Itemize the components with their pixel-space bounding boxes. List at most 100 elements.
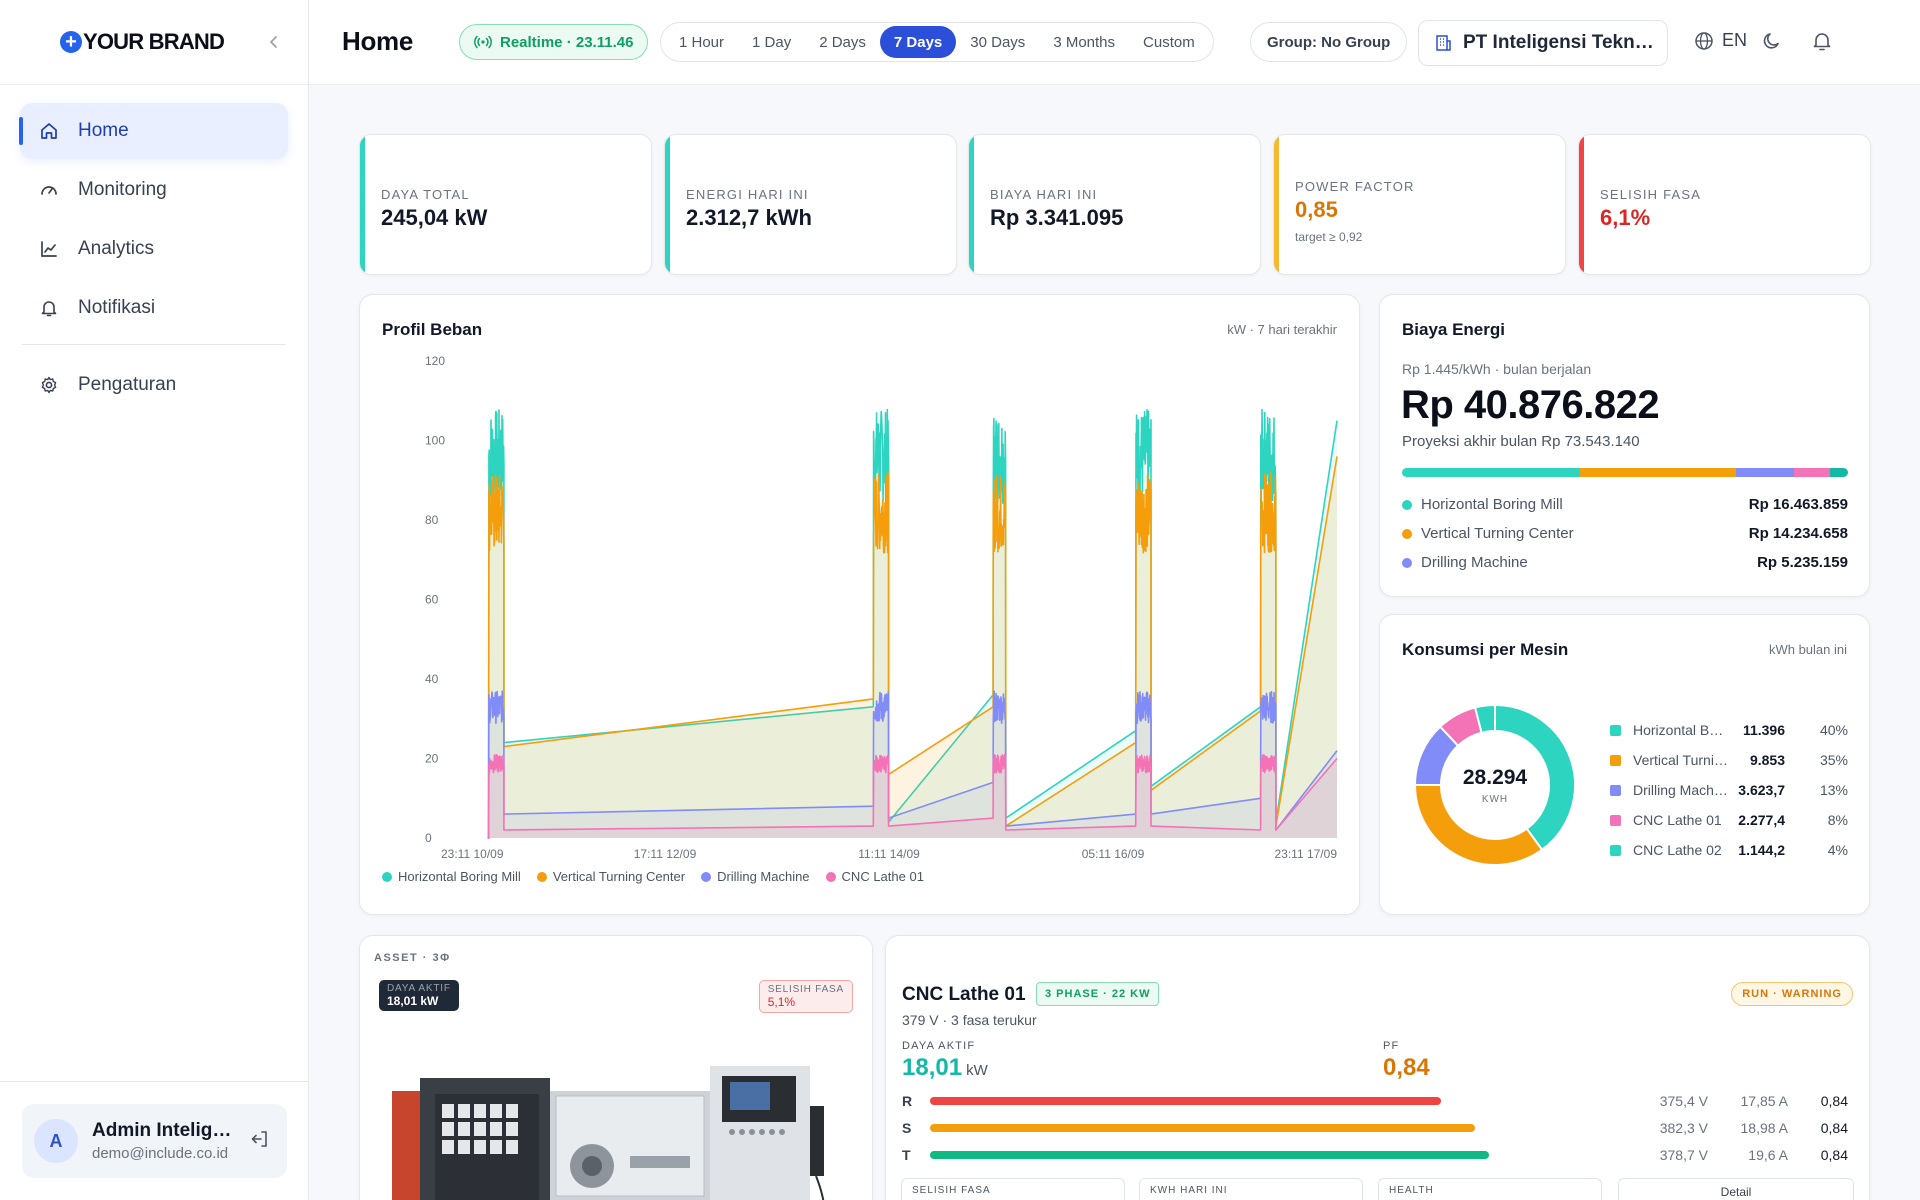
cost-share-segment	[1402, 468, 1581, 477]
y-tick-label: 0	[425, 831, 432, 845]
company-select-button[interactable]: PT Inteligensi Teknologi	[1418, 20, 1668, 66]
sidebar-item-analytics[interactable]: Analytics	[20, 221, 288, 277]
logout-button[interactable]	[249, 1128, 271, 1155]
kpi-accent-bar	[1579, 135, 1584, 274]
range-3-months[interactable]: 3 Months	[1053, 33, 1116, 51]
avatar: A	[34, 1119, 78, 1163]
phase-row-s: S 382,3 V 18,98 A 0,84	[902, 1115, 1857, 1141]
range-30-days[interactable]: 30 Days	[970, 33, 1026, 51]
detail-button[interactable]: Detail	[1618, 1178, 1854, 1200]
sidebar-item-label: Analytics	[78, 238, 155, 259]
cost-machine: Drilling Machine	[1421, 554, 1528, 571]
cost-share-bar	[1402, 468, 1848, 477]
phase-name: T	[902, 1147, 911, 1163]
load-profile-card: Profil Beban kW · 7 hari terakhir 0 20 40 6…	[359, 294, 1360, 915]
mini-card-selisih-fasa[interactable]: SELISIH FASA	[901, 1178, 1125, 1200]
range-2-days[interactable]: 2 Days	[819, 33, 866, 51]
consumption-machine: CNC Lathe 01	[1633, 812, 1722, 828]
legend-item[interactable]: Horizontal Boring Mill	[382, 869, 521, 884]
phase-current: 17,85 A	[1740, 1093, 1789, 1109]
phase-current: 19,6 A	[1748, 1147, 1788, 1163]
load-profile-title: Profil Beban	[382, 320, 483, 339]
theme-toggle-button[interactable]	[1761, 30, 1783, 57]
active-power-value: 18,01 kW	[902, 1054, 988, 1082]
sidebar-item-home[interactable]: Home	[19, 103, 288, 159]
legend-item[interactable]: Drilling Machine	[701, 869, 810, 884]
phase-pf: 0,84	[1820, 1120, 1848, 1136]
donut-center: 28.294 KWH	[1400, 690, 1590, 880]
consumption-donut-chart[interactable]	[1400, 690, 1590, 880]
cost-machine: Vertical Turning Center	[1421, 525, 1574, 542]
phase-bar	[930, 1151, 1489, 1159]
sidebar-item-monitoring[interactable]: Monitoring	[20, 162, 288, 218]
phase-pf: 0,84	[1820, 1147, 1848, 1163]
phase-name: S	[902, 1120, 912, 1136]
consumption-percent: 8%	[1827, 812, 1848, 828]
range-1-day[interactable]: 1 Day	[752, 33, 792, 51]
badge-label: DAYA AKTIF	[387, 983, 451, 994]
x-tick-label: 23:11 17/09	[1274, 847, 1337, 861]
realtime-badge[interactable]: Realtime · 23.11.46	[459, 24, 649, 60]
x-tick-label: 23:11 10/09	[441, 847, 504, 861]
load-profile-chart[interactable]: 0 20 40 60 80 100 120 23:11 10/09 17:11 12/09 11:…	[360, 295, 1361, 895]
cost-value: Rp 14.234.658	[1748, 525, 1848, 542]
realtime-label: Realtime · 23.11.46	[500, 33, 634, 51]
cost-list: Horizontal Boring Mill Rp 16.463.859 Vert…	[1402, 490, 1848, 577]
range-7-days[interactable]: 7 Days	[879, 26, 957, 58]
chart-line-icon	[38, 238, 60, 260]
machine-subtitle: 379 V · 3 fasa terukur	[902, 1012, 1037, 1028]
sidebar-item-pengaturan[interactable]: Pengaturan	[20, 357, 288, 413]
range-custom[interactable]: Custom	[1143, 33, 1195, 51]
badge-value: 5,1%	[767, 995, 796, 1009]
phase-name: R	[902, 1093, 913, 1109]
kpi-accent-bar	[969, 135, 974, 274]
phase-voltage: 375,4 V	[1659, 1093, 1708, 1109]
cost-machine: Horizontal Boring Mill	[1421, 496, 1563, 513]
brand-name: YOUR BRAND	[83, 29, 225, 54]
consumption-machine: CNC Lathe 02	[1633, 842, 1722, 858]
user-name: Admin Inteligensi	[92, 1120, 232, 1141]
legend-dot	[382, 871, 392, 882]
cost-dot	[1402, 528, 1412, 539]
sidebar-divider	[22, 344, 286, 345]
notifications-button[interactable]	[1810, 29, 1834, 58]
legend-item[interactable]: Vertical Turning Center	[536, 869, 686, 884]
language-label: EN	[1722, 30, 1748, 50]
chevron-left-icon	[270, 36, 277, 48]
legend-label: CNC Lathe 01	[841, 869, 924, 884]
collapse-sidebar-button[interactable]	[262, 30, 286, 54]
phase-track	[930, 1151, 1620, 1159]
badge-label: SELISIH FASA	[767, 984, 844, 995]
consumption-value: 11.396	[1742, 722, 1785, 738]
consumption-machine: Drilling Machine	[1633, 782, 1729, 798]
badge-value: 18,01 kW	[387, 994, 439, 1008]
user-card[interactable]: A Admin Inteligensi demo@include.co.id	[22, 1104, 287, 1178]
sidebar-nav: Home Monitoring Analytics Notifikasi Pe	[0, 85, 308, 413]
brand-logo-icon: +	[60, 31, 82, 53]
user-info: Admin Inteligensi demo@include.co.id	[92, 1120, 232, 1162]
consumption-percent: 13%	[1819, 782, 1848, 798]
phase-pf: 0,84	[1820, 1093, 1848, 1109]
legend-item[interactable]: CNC Lathe 01	[825, 869, 924, 884]
mini-card-kwh-hari-ini[interactable]: KWH HARI INI	[1139, 1178, 1363, 1200]
asset-card[interactable]: ASSET · 3Φ DAYA AKTIF 18,01 kW SELISIH F…	[359, 935, 873, 1200]
x-tick-label: 11:11 14/09	[858, 847, 920, 861]
group-select-button[interactable]: Group: No Group	[1250, 22, 1408, 62]
cost-row: Drilling Machine Rp 5.235.159	[1402, 548, 1848, 577]
language-button[interactable]: EN	[1694, 30, 1747, 51]
legend-label: Vertical Turning Center	[552, 869, 686, 884]
phase-bar	[930, 1097, 1441, 1105]
active-power-unit: kW	[966, 1062, 988, 1079]
phase-row-t: T 378,7 V 19,6 A 0,84	[902, 1142, 1857, 1168]
kpi-accent-bar	[360, 135, 365, 274]
mini-card-health[interactable]: HEALTH	[1378, 1178, 1602, 1200]
y-tick-label: 40	[425, 672, 439, 686]
consumption-hint: kWh bulan ini	[1768, 642, 1847, 657]
cost-dot	[1402, 557, 1412, 568]
legend-dot	[701, 871, 712, 882]
cost-dot	[1402, 499, 1412, 510]
sidebar-item-notifikasi[interactable]: Notifikasi	[20, 280, 288, 336]
range-1-hour[interactable]: 1 Hour	[679, 33, 725, 51]
kpi-accent-bar	[1274, 135, 1279, 274]
legend-dot	[825, 871, 836, 882]
